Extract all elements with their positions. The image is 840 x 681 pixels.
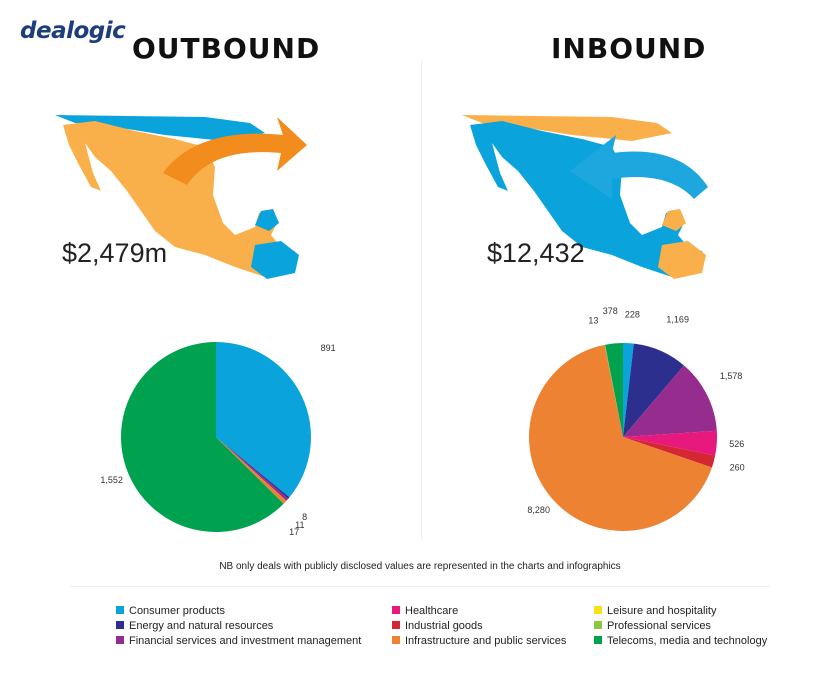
legend-item: Energy and natural resources — [116, 619, 361, 634]
pie-slice-healthcare — [623, 430, 718, 456]
inbound-total: $12,432 — [487, 238, 585, 268]
outbound-arrow-icon — [163, 117, 307, 185]
legend-item: Healthcare — [392, 604, 566, 619]
legend-column-3: Leisure and hospitality Professional ser… — [594, 604, 767, 649]
legend-swatch — [594, 621, 602, 629]
pie-slice-telecoms-media-and-technology — [605, 343, 623, 437]
pie-slice-professional-services — [604, 344, 623, 437]
legend-swatch — [594, 606, 602, 614]
legend-item: Industrial goods — [392, 619, 566, 634]
legend-label: Consumer products — [129, 605, 225, 617]
legend-label: Leisure and hospitality — [607, 605, 717, 617]
inbound-mexico-map — [462, 115, 708, 279]
legend-swatch — [116, 606, 124, 614]
inbound-heading: INBOUND — [551, 32, 707, 65]
legend-swatch — [116, 621, 124, 629]
legend-item: Infrastructure and public services — [392, 634, 566, 649]
legend-item: Professional services — [594, 619, 767, 634]
legend-label: Energy and natural resources — [129, 620, 274, 632]
legend-label: Infrastructure and public services — [405, 635, 567, 647]
pie-slice-consumer-products — [623, 343, 634, 437]
legend-label: Industrial goods — [405, 620, 483, 632]
legend-swatch — [392, 606, 400, 614]
pie-data-label: 1,578 — [720, 371, 743, 381]
legend-swatch — [392, 636, 400, 644]
legend-separator — [70, 586, 770, 587]
pie-slice-industrial-goods — [623, 437, 716, 468]
pie-data-label: 13 — [588, 315, 598, 325]
legend-swatch — [594, 636, 602, 644]
pie-slice-energy-and-natural-resources — [623, 343, 684, 437]
mexico-shape — [470, 121, 702, 277]
us-border-strip — [462, 115, 672, 141]
legend-item: Consumer products — [116, 604, 361, 619]
pie-slice-financial-services-and-investment-management — [216, 437, 289, 501]
disclosure-note: NB only deals with publicly disclosed va… — [219, 561, 621, 572]
legend-item: Telecoms, media and technology — [594, 634, 767, 649]
inbound-arrow-icon — [570, 135, 708, 199]
pie-slice-infrastructure-and-public-services — [529, 344, 712, 532]
central-america-shape — [658, 241, 706, 279]
pie-data-label: 8,280 — [527, 505, 550, 515]
pie-data-label: 526 — [729, 439, 744, 449]
us-border-strip — [55, 115, 265, 141]
pie-data-label: 1,552 — [100, 475, 123, 485]
legend-swatch — [392, 621, 400, 629]
legend-column-2: Healthcare Industrial goods Infrastructu… — [392, 604, 566, 649]
column-divider — [421, 60, 422, 540]
pie-data-label: 260 — [730, 463, 745, 473]
pie-data-label: 891 — [321, 343, 336, 353]
pie-data-label: 11 — [295, 520, 304, 530]
pie-slice-consumer-products — [216, 342, 312, 498]
outbound-total: $2,479m — [62, 238, 168, 268]
mexico-shape — [63, 121, 295, 277]
legend-item: Leisure and hospitality — [594, 604, 767, 619]
pie-slice-infrastructure-and-public-services — [216, 437, 287, 504]
yucatan-shape — [662, 209, 686, 231]
legend-label: Healthcare — [405, 605, 459, 617]
legend-swatch — [116, 636, 124, 644]
legend-column-1: Consumer products Energy and natural res… — [116, 604, 361, 649]
pie-data-label: 378 — [603, 306, 618, 316]
pie-data-label: 1,169 — [666, 315, 689, 325]
pie-data-label: 17 — [289, 527, 299, 537]
dealogic-logo: dealogic — [20, 18, 126, 44]
outbound-heading: OUTBOUND — [132, 32, 321, 65]
legend-label: Professional services — [607, 620, 711, 632]
pie-slice-financial-services-and-investment-management — [623, 365, 717, 437]
outbound-mexico-map — [55, 115, 307, 279]
central-america-shape — [251, 241, 299, 279]
pie-slice-telecoms-media-and-technology — [121, 342, 284, 532]
legend-label: Telecoms, media and technology — [607, 635, 768, 647]
yucatan-shape — [255, 209, 279, 231]
legend-item: Financial services and investment manage… — [116, 634, 361, 649]
inbound-pie-chart: 228 1,169 1,578 526 260 8,280 13 378 — [527, 306, 745, 532]
pie-data-label: 8 — [302, 512, 307, 522]
legend-label: Financial services and investment manage… — [129, 635, 362, 647]
pie-data-label: 228 — [625, 310, 640, 320]
pie-slice-energy-and-natural-resources — [216, 437, 290, 499]
